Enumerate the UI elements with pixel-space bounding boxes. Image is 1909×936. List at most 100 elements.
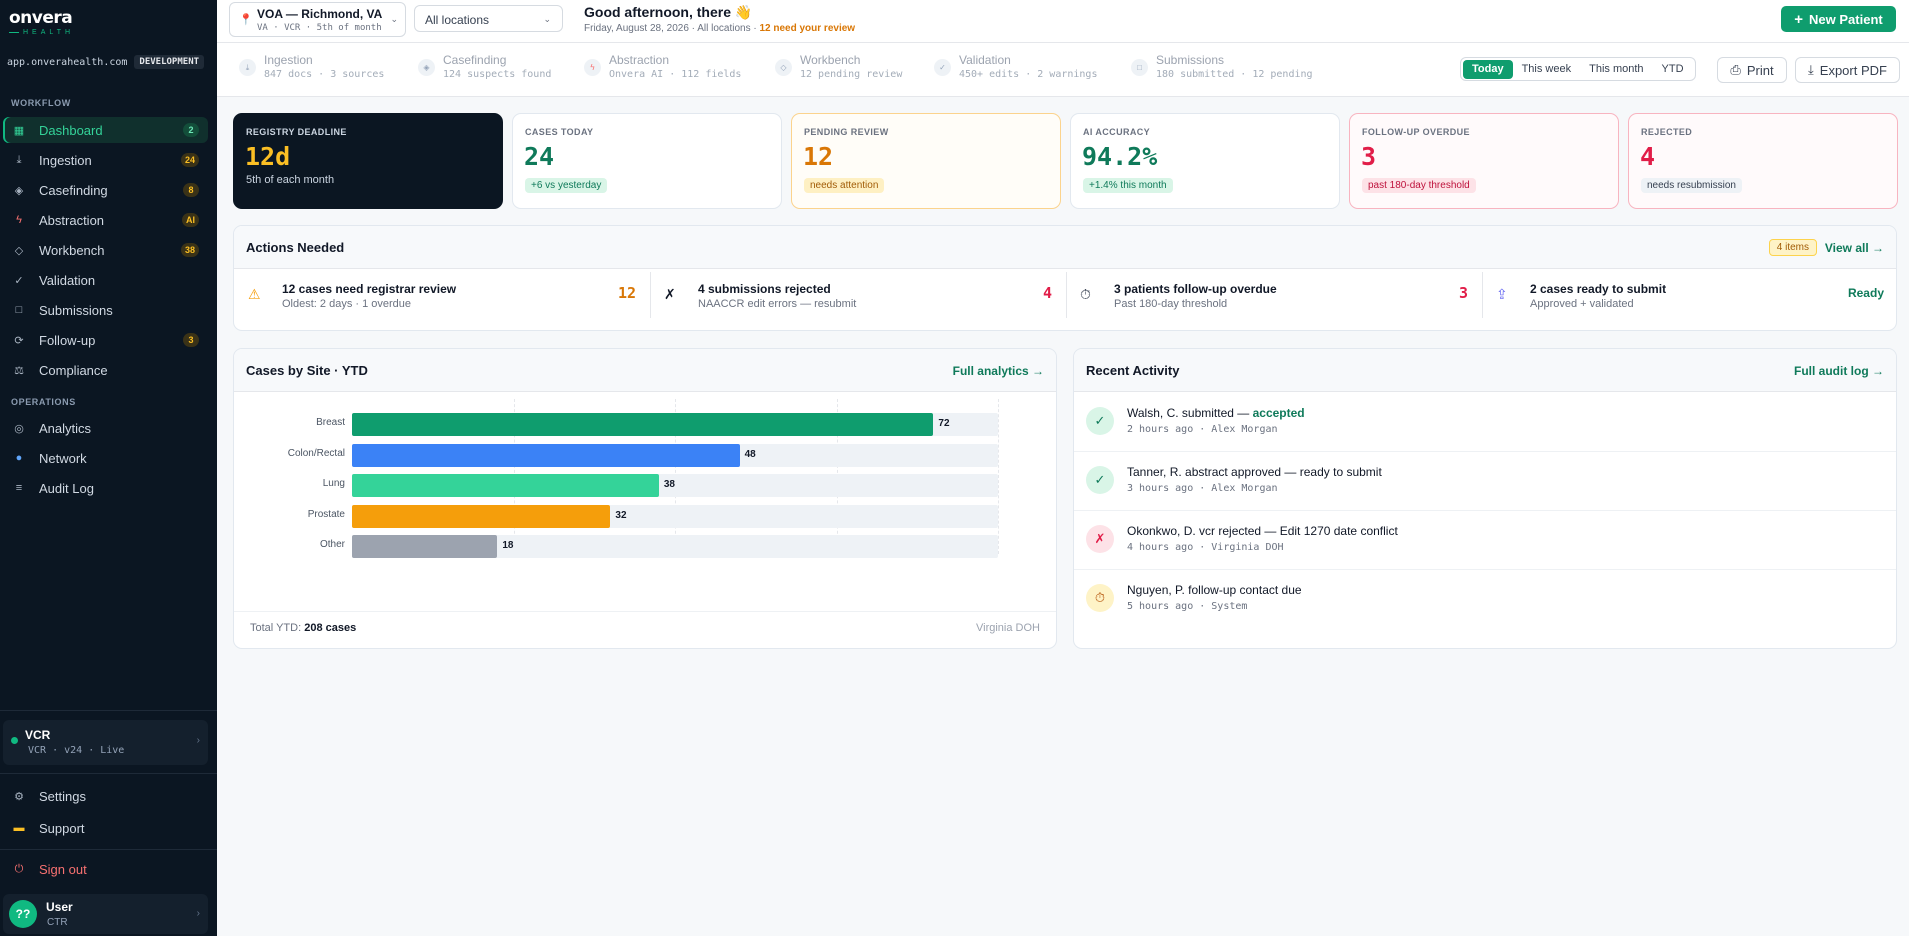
ingest-icon: ⤓ (239, 59, 256, 76)
sign-out-label: Sign out (39, 861, 87, 877)
review-alert[interactable]: 12 need your review (759, 23, 856, 34)
step-title: Casefinding (443, 53, 507, 67)
chart-row: Prostate 32 (234, 504, 1056, 528)
range-today[interactable]: Today (1463, 59, 1513, 79)
action-ready-to-submit[interactable]: ⇪ 2 cases ready to submit Approved + val… (1496, 272, 1896, 318)
activity-text: Okonkwo, D. vcr rejected — Edit 1270 dat… (1127, 524, 1398, 538)
activity-meta: 5 hours ago · System (1127, 601, 1248, 612)
action-registrar-review[interactable]: ⚠ 12 cases need registrar review Oldest:… (248, 272, 648, 318)
activity-meta: 4 hours ago · Virginia DOH (1127, 542, 1284, 553)
action-follow-up-overdue[interactable]: ⏱ 3 patients follow-up overdue Past 180-… (1080, 272, 1480, 318)
kpi-label: CASES TODAY (525, 127, 594, 137)
range-ytd[interactable]: YTD (1661, 63, 1684, 75)
sidebar-item-support[interactable]: ▬ Support (3, 815, 208, 841)
location-selector[interactable]: 📍 VOA — Richmond, VA VA · VCR · 5th of m… (229, 2, 406, 37)
plus-icon: + (1794, 10, 1804, 28)
action-submissions-rejected[interactable]: ✗ 4 submissions rejected NAACCR edit err… (664, 272, 1064, 318)
x-icon: ✗ (1086, 525, 1114, 553)
kpi-rejected[interactable]: REJECTED 4 needs resubmission (1628, 113, 1898, 209)
all-locations-value: All locations (425, 13, 490, 27)
full-analytics-link[interactable]: Full analytics → (952, 364, 1044, 378)
action-subtitle: Oldest: 2 days · 1 overdue (282, 298, 412, 310)
org-name: VCR (25, 728, 51, 742)
greeting-subtitle: Friday, August 28, 2026 · All locations … (584, 23, 855, 34)
step-meta: 124 suspects found (443, 69, 552, 80)
chevron-down-icon: ⌄ (390, 14, 398, 24)
sign-out-button[interactable]: ⏻ Sign out (3, 856, 208, 882)
refresh-icon: ⟳ (14, 334, 24, 347)
kpi-label: AI ACCURACY (1083, 127, 1151, 137)
sidebar-divider (0, 710, 217, 711)
sidebar-item-compliance[interactable]: ⚖ Compliance (3, 357, 208, 383)
bolt-icon: ϟ (16, 214, 22, 226)
chart-row: Other 18 (234, 534, 1056, 558)
export-label: Export PDF (1819, 62, 1887, 78)
sidebar-item-casefinding[interactable]: ◈ Casefinding 8 (3, 177, 208, 203)
activity-item[interactable]: ✗ Okonkwo, D. vcr rejected — Edit 1270 d… (1074, 511, 1896, 570)
date-range-toggle: Today This week This month YTD (1460, 57, 1696, 81)
kpi-registry-deadline[interactable]: REGISTRY DEADLINE 12d 5th of each month (233, 113, 503, 209)
sidebar-item-analytics[interactable]: ◎ Analytics (3, 415, 208, 441)
all-locations-select[interactable]: All locations ⌄ (414, 5, 563, 32)
sidebar-item-label: Analytics (39, 420, 92, 436)
kpi-cases-today[interactable]: CASES TODAY 24 +6 vs yesterday (512, 113, 782, 209)
chart-gridline (998, 399, 999, 554)
check-icon: ✓ (934, 59, 951, 76)
sidebar-item-dashboard[interactable]: ▦ Dashboard 2 (3, 117, 208, 143)
ticket-icon: ▬ (13, 822, 25, 834)
sidebar-item-validation[interactable]: ✓ Validation (3, 267, 208, 293)
kpi-follow-up-overdue[interactable]: FOLLOW-UP OVERDUE 3 past 180-day thresho… (1349, 113, 1619, 209)
step-meta: 12 pending review (800, 69, 903, 80)
new-patient-button[interactable]: + New Patient (1781, 6, 1896, 32)
chart-bar[interactable] (352, 535, 498, 558)
view-all-link[interactable]: View all → (1824, 241, 1884, 255)
operations-section-label: OPERATIONS (11, 397, 76, 407)
activity-item[interactable]: ⏱ Nguyen, P. follow-up contact due 5 hou… (1074, 570, 1896, 629)
sidebar-item-label: Workbench (39, 242, 105, 258)
chart-bar[interactable] (352, 504, 611, 528)
range-this-week[interactable]: This week (1521, 63, 1572, 75)
sidebar-item-network[interactable]: ● Network (3, 445, 208, 471)
sidebar-item-ingestion[interactable]: ⤓ Ingestion 24 (3, 147, 208, 173)
export-pdf-button[interactable]: ⤓ Export PDF (1795, 57, 1900, 83)
sidebar-item-badge: 8 (183, 183, 199, 197)
sidebar-item-follow-up[interactable]: ⟳ Follow-up 3 (3, 327, 208, 353)
sidebar-item-label: Compliance (39, 362, 108, 378)
sidebar-item-settings[interactable]: ⚙ Settings (3, 783, 208, 809)
sidebar-item-workbench[interactable]: ◇ Workbench 38 (3, 237, 208, 263)
chart-row: Lung 38 (234, 473, 1056, 497)
range-this-month[interactable]: This month (1589, 63, 1644, 75)
target-icon: ◎ (14, 422, 24, 435)
kpi-ai-accuracy[interactable]: AI ACCURACY 94.2% +1.4% this month (1070, 113, 1340, 209)
activity-item[interactable]: ✓ Walsh, C. submitted — accepted 2 hours… (1074, 393, 1896, 452)
activity-meta: 2 hours ago · Alex Morgan (1127, 424, 1278, 435)
activity-item[interactable]: ✓ Tanner, R. abstract approved — ready t… (1074, 452, 1896, 511)
chart-bar[interactable] (352, 474, 659, 497)
action-subtitle: NAACCR edit errors — resubmit (698, 298, 857, 310)
check-icon: ✓ (1086, 466, 1114, 494)
chart-bar[interactable] (352, 443, 740, 467)
chart-bar[interactable] (352, 413, 934, 436)
action-value: 12 (617, 284, 636, 302)
action-subtitle: Past 180-day threshold (1114, 298, 1228, 310)
chart-category-label: Other (319, 539, 345, 550)
kpi-pending-review[interactable]: PENDING REVIEW 12 needs attention (791, 113, 1061, 209)
sidebar-item-label: Support (39, 820, 85, 836)
top-bar: 📍 VOA — Richmond, VA VA · VCR · 5th of m… (217, 0, 1909, 43)
step-meta: 847 docs · 3 sources (264, 69, 385, 80)
sidebar-item-submissions[interactable]: □ Submissions (3, 297, 208, 323)
recent-activity-panel: Recent Activity Full audit log → ✓ Walsh… (1073, 348, 1897, 649)
sidebar-divider (0, 849, 217, 850)
workflow-section-label: WORKFLOW (11, 98, 71, 108)
sidebar-item-label: Network (39, 450, 87, 466)
sidebar-item-label: Ingestion (39, 152, 92, 168)
brand-logo[interactable]: onvera HEALTH (9, 9, 74, 36)
sidebar-item-abstraction[interactable]: ϟ Abstraction AI (3, 207, 208, 233)
print-button[interactable]: ⎙ Print (1717, 57, 1787, 83)
sidebar-item-audit-log[interactable]: ≡ Audit Log (3, 475, 208, 501)
org-switcher[interactable]: VCR VCR · v24 · Live › (3, 720, 208, 765)
full-audit-log-link[interactable]: Full audit log → (1794, 364, 1884, 378)
chart-total: Total YTD: 208 cases (250, 622, 356, 634)
pipeline-bar: ⤓ Ingestion 847 docs · 3 sources ◈ Casef… (217, 43, 1909, 97)
user-menu[interactable]: ?? User CTR › (3, 894, 208, 934)
